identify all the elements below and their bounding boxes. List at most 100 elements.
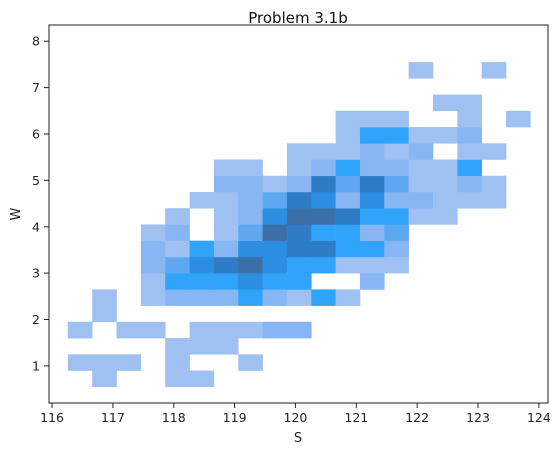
heatmap-cell	[481, 191, 507, 209]
heatmap-cell	[189, 256, 215, 274]
heatmap-cell	[432, 175, 458, 193]
heatmap-cell	[359, 208, 385, 225]
x-tick-label: 118	[162, 410, 186, 425]
heatmap-cell	[335, 175, 361, 193]
heatmap-cell	[92, 354, 117, 371]
heatmap-cell	[311, 224, 336, 241]
y-tick-label: 8	[32, 34, 40, 49]
heatmap-cell	[311, 240, 336, 258]
heatmap-cell	[457, 159, 482, 177]
x-tick-label: 116	[40, 410, 64, 425]
heatmap-cell	[311, 159, 336, 177]
heatmap-cell	[165, 354, 190, 371]
heatmap-cell	[286, 273, 312, 290]
heatmap-cell	[457, 94, 482, 112]
heatmap-cell	[286, 224, 312, 241]
heatmap-cell	[432, 191, 458, 209]
heatmap-cell	[481, 175, 507, 193]
heatmap-cell	[213, 224, 239, 241]
heatmap-cell	[384, 224, 409, 241]
heatmap-cell	[262, 240, 288, 258]
heatmap-cell	[213, 273, 239, 290]
heatmap-cell	[408, 62, 434, 79]
heatmap-cell	[238, 240, 263, 258]
plot-frame	[48, 24, 549, 404]
heatmap-cell	[335, 240, 361, 258]
heatmap-cell	[457, 127, 482, 144]
heatmap-cell	[286, 240, 312, 258]
heatmap-cell	[311, 289, 336, 306]
heatmap-cell	[286, 208, 312, 225]
heatmap-cell	[189, 191, 215, 209]
y-tick-label: 7	[32, 80, 40, 95]
x-tick-label: 121	[344, 410, 368, 425]
heatmap-cell	[384, 240, 409, 258]
heatmap-cell	[213, 289, 239, 306]
heatmap-cell	[506, 110, 531, 128]
heatmap-cell	[165, 338, 190, 355]
heatmap-cell	[335, 127, 361, 144]
heatmap-cell	[335, 159, 361, 177]
heatmap-cell	[408, 208, 434, 225]
heatmap-cell	[286, 143, 312, 160]
heatmap-cell	[140, 240, 166, 258]
heatmap-cell	[238, 256, 263, 274]
heatmap-cell	[384, 256, 409, 274]
heatmap-cell	[262, 289, 288, 306]
chart-title: Problem 3.1b	[248, 9, 347, 27]
heatmap-cell	[189, 321, 215, 339]
heatmap-cell	[165, 256, 190, 274]
heatmap-cell	[165, 208, 190, 225]
heatmap-cell	[335, 143, 361, 160]
heatmap-cell	[286, 159, 312, 177]
heatmap-cell	[262, 191, 288, 209]
x-tick-label: 124	[527, 410, 551, 425]
heatmap-cell	[457, 110, 482, 128]
heatmap-cell	[432, 94, 458, 112]
heatmap-cell	[384, 110, 409, 128]
heatmap-cell	[481, 62, 507, 79]
heatmap-cell	[286, 175, 312, 193]
heatmap-cell	[165, 273, 190, 290]
heatmap-cell	[359, 256, 385, 274]
heatmap-cell	[432, 159, 458, 177]
heatmap-cell	[140, 256, 166, 274]
heatmap-cell	[140, 289, 166, 306]
heatmap-cell	[359, 273, 385, 290]
x-axis-ticks: 116 117 118 119 120 121 122 123 124	[40, 403, 551, 425]
y-tick-label: 4	[32, 219, 40, 234]
heatmap-cell	[238, 273, 263, 290]
heatmap-cell	[213, 321, 239, 339]
x-tick-label: 123	[466, 410, 490, 425]
heatmap-cell	[165, 289, 190, 306]
heatmap-cell	[213, 208, 239, 225]
heatmap-cell	[262, 175, 288, 193]
heatmap-cell	[262, 208, 288, 225]
heatmap-cell	[359, 191, 385, 209]
heatmap-cell	[335, 110, 361, 128]
heatmap-cell	[384, 191, 409, 209]
heatmap-cell	[67, 321, 93, 339]
x-tick-label: 119	[223, 410, 247, 425]
heatmap-cell	[457, 143, 482, 160]
heatmap-cell	[311, 175, 336, 193]
heatmap-cell	[116, 354, 142, 371]
heatmap-cell	[92, 305, 117, 323]
heatmap-cell	[213, 256, 239, 274]
x-tick-label: 122	[405, 410, 429, 425]
heatmap-cell	[408, 175, 434, 193]
heatmap-cell	[432, 127, 458, 144]
heatmap-cell	[335, 191, 361, 209]
heatmap-cell	[286, 256, 312, 274]
heatmap-cell	[262, 273, 288, 290]
heatmap-cell	[359, 224, 385, 241]
heatmap-cell	[359, 159, 385, 177]
heatmap-cell	[311, 208, 336, 225]
y-tick-label: 1	[32, 358, 40, 373]
heatmap-cell	[213, 191, 239, 209]
heatmap-cell	[408, 143, 434, 160]
heatmap-cell	[262, 321, 288, 339]
heatmap-cell	[189, 338, 215, 355]
heatmap-cell	[213, 240, 239, 258]
